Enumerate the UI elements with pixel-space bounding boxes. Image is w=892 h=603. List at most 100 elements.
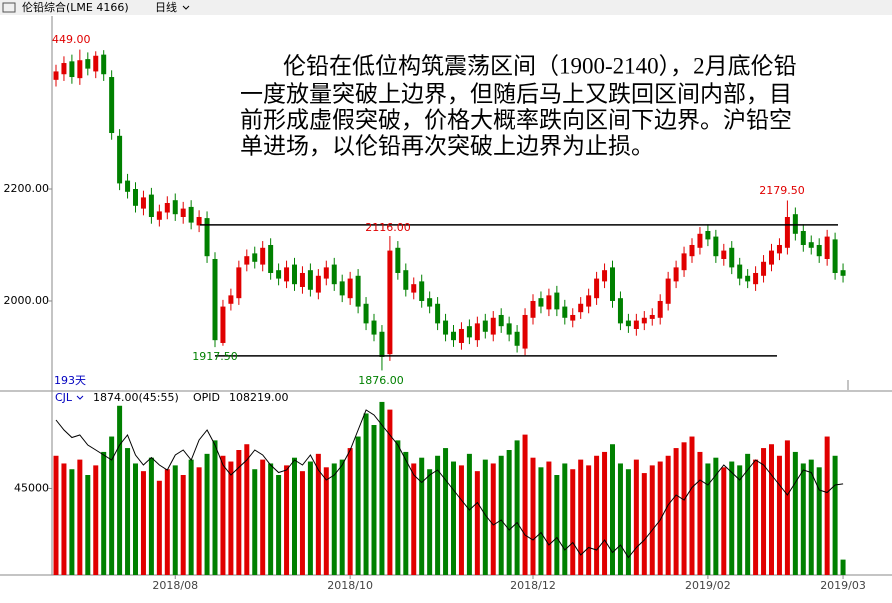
candle-body [538,298,544,307]
volume-bar [800,463,806,575]
volume-bar [180,475,186,575]
candle-body [212,258,218,341]
volume-bar [77,459,83,575]
candle-body [665,278,671,304]
annotation-line: 单进场，以伦铅再次突破上边界为止损。 [240,133,654,158]
volume-bar [196,467,202,575]
candle-body [737,264,743,279]
candle-body [586,295,592,307]
candle-body [53,71,59,80]
volume-bar [212,440,218,575]
candle-body [268,244,274,273]
volume-bar [355,436,361,575]
price-label: 2116.00 [365,221,411,234]
candle-body [474,323,480,341]
volume-bar [697,451,703,575]
volume-bar [610,444,615,575]
candle-body [188,206,194,223]
volume-bar [466,453,472,575]
volume-bar [681,442,687,575]
volume-bar [498,455,504,575]
candle-body [482,320,488,332]
candle-body [554,292,560,310]
volume-bar [617,463,623,575]
candle-body [109,77,115,134]
candle-body [387,250,393,355]
candle-body [204,218,210,257]
volume-bar [451,461,456,575]
volume-bar [292,457,297,575]
volume-bar [745,453,751,575]
candle-body [315,275,321,293]
period-selector[interactable]: 日线 [155,0,177,14]
candle-body [800,230,806,245]
volume-bar [268,463,274,575]
volume-bar [244,444,250,575]
cjl-selector[interactable]: CJL [55,391,73,404]
candle-body [403,270,409,290]
volume-bar [458,465,464,575]
candle-body [156,211,162,220]
x-tick-label: 2018/10 [327,579,373,592]
dropdown-arrow[interactable] [182,5,190,10]
volume-bar [578,459,584,575]
volume-bar [252,469,258,575]
volume-bar [133,463,138,575]
volume-bar [387,409,393,575]
candle-body [562,306,568,318]
candle-body [578,303,584,313]
candle-body [689,244,695,257]
volume-bar [602,451,608,575]
candle-body [443,320,449,335]
volume-bar [665,455,671,575]
volume-bar [649,465,655,575]
candle-body [61,63,67,75]
candle-body [228,295,234,304]
candle-body [498,314,504,327]
candle-body [792,214,798,234]
volume-bar [339,459,345,575]
dropdown-arrow[interactable] [76,395,84,400]
volume-bar [395,440,401,575]
y-tick-label: 45000 [14,481,49,494]
volume-bar [514,440,520,575]
annotation-line: 伦铅在低位构筑震荡区间（1900-2140），2月底伦铅 [283,53,797,78]
candle-body [745,275,751,282]
volume-bar [427,469,433,575]
volume-bar [769,444,774,575]
candle-body [514,331,520,346]
candle-body [292,264,297,285]
candle-body [148,194,154,217]
candle-body [761,261,767,276]
candle-body [77,60,83,79]
x-tick-label: 2018/12 [510,579,556,592]
volume-bar [673,448,679,575]
opid-line [55,409,844,559]
volume-bar [792,451,798,575]
candle-body [753,272,759,285]
candle-body [101,54,107,75]
volume-bar [562,463,568,575]
opid-info: 108219.00 [229,391,289,404]
volume-bar [260,459,266,575]
candle-body [522,314,528,349]
volume-bar [657,461,663,575]
volume-bar [419,457,425,575]
volume-bar [69,469,75,575]
candle-body [657,300,663,318]
volume-bar [443,448,449,575]
volume-bar [379,401,385,575]
volume-bar [840,559,846,575]
volume-bar [586,465,592,575]
candle-body [721,250,727,259]
volume-bar [816,467,822,575]
candle-body [458,328,464,343]
candle-body [236,267,242,299]
candle-body [816,244,822,257]
candle-body [729,247,735,268]
annotation-line: 一度放量突破上边界，但随后马上又跌回区间内部，目 [240,81,792,106]
volume-bar [323,467,329,575]
x-tick-label: 2019/02 [685,579,731,592]
price-label: 1917.50 [192,350,238,363]
volume-bar [363,413,369,575]
